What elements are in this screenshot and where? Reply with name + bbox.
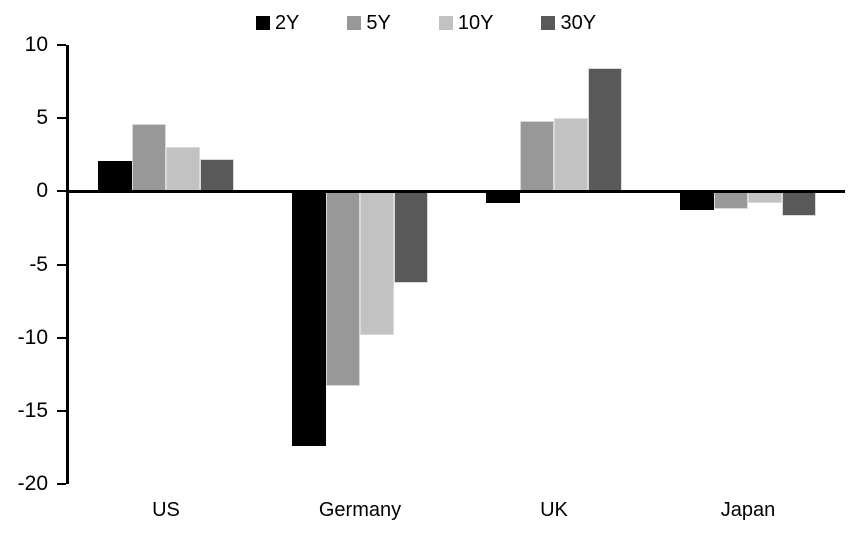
bar-japan-10y xyxy=(748,191,782,203)
bar-uk-2y xyxy=(486,191,520,203)
bar-germany-10y xyxy=(360,191,394,335)
x-axis-label-japan: Japan xyxy=(720,499,776,521)
bar-us-5y xyxy=(132,124,166,192)
y-axis-tick xyxy=(57,117,66,119)
legend-label: 10Y xyxy=(457,12,494,34)
legend-item-30y: 30Y xyxy=(541,11,596,35)
bar-us-10y xyxy=(166,147,200,192)
chart-legend: 2Y 5Y 10Y 30Y xyxy=(0,11,852,35)
bar-japan-30y xyxy=(782,191,816,217)
legend-label: 2Y xyxy=(274,12,300,34)
legend-item-5y: 5Y xyxy=(347,11,391,35)
bar-japan-2y xyxy=(680,191,714,211)
legend-swatch-5y xyxy=(347,16,362,30)
bar-japan-5y xyxy=(714,191,748,209)
y-axis-tick xyxy=(57,264,66,266)
bar-uk-30y xyxy=(588,68,622,192)
legend-label: 30Y xyxy=(560,12,597,34)
y-axis-tick-label: 5 xyxy=(36,106,48,129)
bar-germany-5y xyxy=(326,191,360,386)
bar-us-2y xyxy=(98,160,132,192)
legend-swatch-10y xyxy=(438,16,453,30)
bar-germany-2y xyxy=(292,191,326,446)
bar-uk-10y xyxy=(554,118,588,192)
legend-swatch-2y xyxy=(255,16,270,30)
y-axis-tick-label: -10 xyxy=(17,326,48,349)
y-axis-tick-label: -20 xyxy=(17,472,48,495)
legend-item-2y: 2Y xyxy=(255,11,300,35)
bar-uk-5y xyxy=(520,121,554,192)
y-axis-tick xyxy=(57,410,66,412)
bar-us-30y xyxy=(200,159,234,192)
x-axis-label-germany: Germany xyxy=(318,499,402,521)
y-axis-tick xyxy=(57,337,66,339)
y-axis-tick-label: -15 xyxy=(17,399,48,422)
y-axis-line xyxy=(66,45,69,484)
x-axis-label-us: US xyxy=(152,499,180,521)
x-axis-label-uk: UK xyxy=(540,499,568,521)
y-axis-tick-label: 10 xyxy=(24,33,48,56)
y-axis-tick xyxy=(57,483,66,485)
y-axis-tick xyxy=(57,190,66,192)
y-axis-tick-label: 0 xyxy=(36,179,48,202)
legend-item-10y: 10Y xyxy=(438,11,494,35)
legend-label: 5Y xyxy=(366,12,391,34)
legend-swatch-30y xyxy=(541,16,556,30)
y-axis-tick-label: -5 xyxy=(29,253,48,276)
zero-baseline xyxy=(69,190,845,193)
y-axis-tick xyxy=(57,44,66,46)
bar-germany-30y xyxy=(394,191,428,284)
